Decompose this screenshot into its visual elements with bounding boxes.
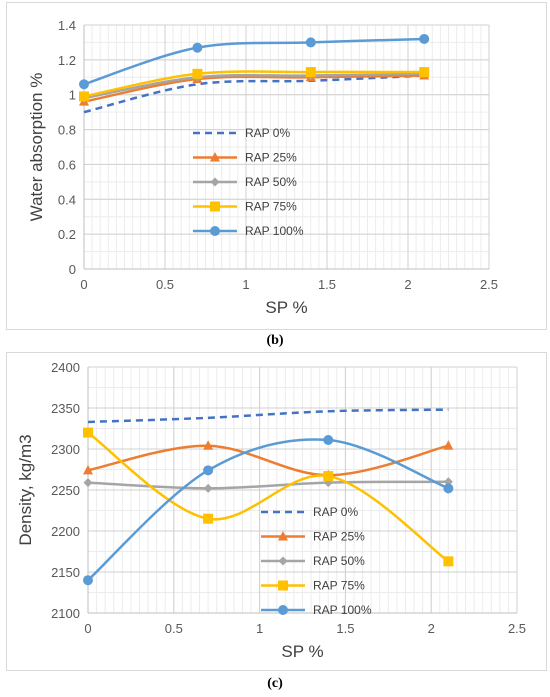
y-tick-label: 0.8: [58, 123, 76, 138]
data-point: [305, 37, 316, 48]
x-axis-title: SP %: [281, 642, 323, 661]
data-point: [443, 440, 454, 450]
data-point: [305, 67, 316, 78]
series-rap-75: [79, 67, 430, 102]
data-point: [323, 471, 334, 482]
legend-marker: [210, 201, 220, 212]
x-tick-label: 2.5: [508, 621, 526, 636]
y-tick-label: 2250: [51, 483, 80, 498]
series-line: [87, 438, 449, 582]
series-line: [87, 431, 450, 563]
legend-label: RAP 100%: [313, 603, 372, 617]
series-rap-100: [83, 434, 454, 586]
series-line: [83, 72, 425, 100]
y-tick-label: 0.6: [58, 157, 76, 172]
data-point: [203, 440, 214, 450]
x-axis-title: SP %: [265, 298, 307, 317]
legend-label: RAP 50%: [313, 554, 365, 568]
data-point: [192, 68, 203, 79]
water-absorption-chart-panel: 0 0.5 1 1.5 2 2.5 0 0.2 0.4 0.6 0.8 1 1.2 1.4 SP % Wate…: [6, 2, 547, 330]
data-point: [83, 575, 93, 586]
data-point: [323, 478, 333, 488]
series-rap-50: [83, 477, 453, 493]
y-axis-title: Density, kg/m3: [16, 434, 35, 545]
x-tick-label: 0: [80, 277, 87, 292]
data-point: [83, 478, 93, 488]
legend: RAP 0% RAP 25% RAP 50% RAP 75% RAP 100%: [193, 126, 304, 238]
y-tick-label: 2400: [51, 360, 80, 375]
x-tick-label: 2.5: [480, 277, 498, 292]
legend-label: RAP 75%: [313, 579, 365, 593]
data-point: [203, 483, 213, 493]
y-tick-label: 2200: [51, 524, 80, 539]
series-line: [87, 480, 449, 490]
legend-label: RAP 25%: [313, 530, 365, 544]
x-tick-label: 2: [404, 277, 411, 292]
y-tick-label: 0: [69, 262, 76, 277]
y-tick-label: 2300: [51, 442, 80, 457]
x-tick-label: 2: [428, 621, 435, 636]
legend-marker: [210, 177, 220, 187]
data-point: [419, 67, 430, 78]
legend-label: RAP 75%: [245, 200, 297, 214]
x-tick-label: 0: [84, 621, 91, 636]
y-tick-label: 0.2: [58, 227, 76, 242]
legend-label: RAP 25%: [245, 151, 297, 165]
y-tick-label: 2150: [51, 565, 80, 580]
series-rap-75: [83, 427, 454, 567]
data-point: [443, 556, 454, 567]
x-tick-label: 0.5: [156, 277, 174, 292]
y-axis-title: Water absorption %: [27, 73, 46, 222]
data-point: [323, 434, 334, 445]
legend-label: RAP 100%: [245, 224, 304, 238]
legend-marker: [278, 556, 288, 566]
caption-c: (c): [267, 676, 283, 691]
series-line: [83, 37, 425, 86]
legend-label: RAP 50%: [245, 175, 297, 189]
data-point: [79, 79, 89, 90]
y-tick-label: 1.4: [58, 18, 76, 33]
x-tick-label: 1: [256, 621, 263, 636]
series-line: [87, 408, 449, 424]
data-point: [83, 427, 93, 438]
caption-b: (b): [266, 333, 284, 348]
density-chart-panel: 0 0.5 1 1.5 2 2.5 2100 2150 2200 2250 2300 2350 2400…: [6, 352, 547, 671]
y-tick-label: 2100: [51, 606, 80, 621]
x-tick-label: 1.5: [336, 621, 354, 636]
legend-marker: [278, 605, 288, 615]
series-line: [83, 70, 425, 98]
water-absorption-chart: 0 0.5 1 1.5 2 2.5 0 0.2 0.4 0.6 0.8 1 1.2 1.4 SP % Wate…: [27, 18, 498, 317]
legend-label: RAP 0%: [313, 505, 358, 519]
y-tick-label: 1.2: [58, 53, 76, 68]
legend-label: RAP 0%: [245, 126, 290, 140]
data-point: [79, 91, 89, 102]
y-tick-label: 2350: [51, 401, 80, 416]
x-tick-label: 1: [242, 277, 249, 292]
data-point: [203, 513, 214, 524]
y-tick-label: 1: [69, 88, 76, 103]
series-line: [83, 74, 425, 114]
grid-lines: [83, 24, 490, 270]
data-point: [83, 464, 93, 475]
data-point: [192, 42, 203, 53]
legend-marker: [278, 531, 288, 541]
series-rap-100: [79, 33, 430, 90]
legend: RAP 0% RAP 25% RAP 50% RAP 75% RAP 100%: [261, 505, 372, 617]
data-point: [419, 33, 430, 44]
x-tick-label: 0.5: [165, 621, 183, 636]
legend-marker: [210, 152, 220, 162]
density-chart: 0 0.5 1 1.5 2 2.5 2100 2150 2200 2250 2300 2350 2400…: [16, 360, 526, 661]
x-tick-label: 1.5: [318, 277, 336, 292]
legend-marker: [278, 580, 288, 591]
data-point: [203, 465, 214, 476]
series-rap-0: [83, 74, 425, 114]
y-tick-label: 0.4: [58, 192, 76, 207]
legend-marker: [210, 226, 220, 236]
series-rap-0: [87, 408, 449, 424]
series-line: [83, 74, 425, 103]
data-point: [443, 483, 454, 494]
